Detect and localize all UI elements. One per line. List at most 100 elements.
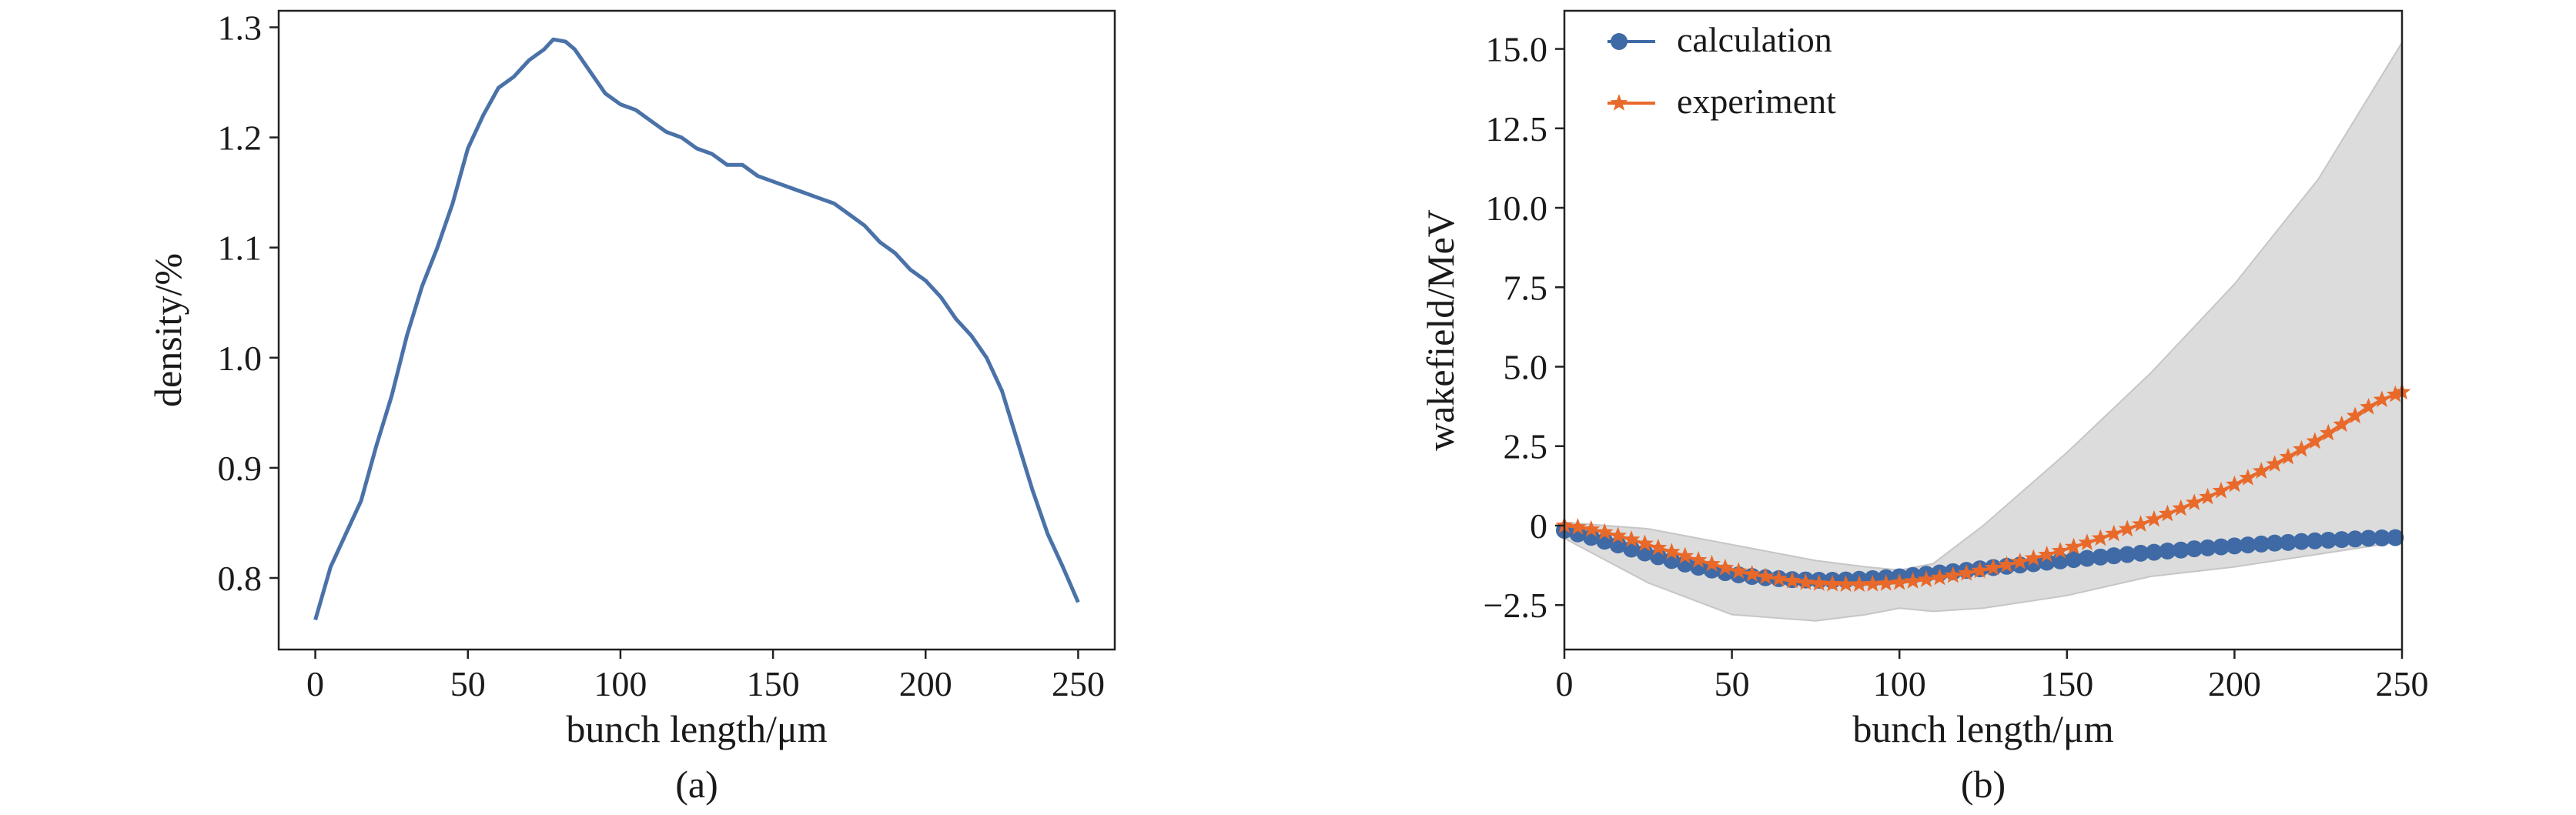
chart-panel-b: 0 50 100 150 200 250−2.502.55.07.510.012.515.… xyxy=(1419,9,2429,806)
density-series-line xyxy=(313,37,1080,621)
calculation-point xyxy=(2347,530,2364,548)
experiment-point xyxy=(1783,571,1802,589)
calculation-point xyxy=(2132,544,2149,562)
calculation-point xyxy=(1569,525,1587,543)
experiment-point xyxy=(1971,561,1989,579)
experiment-point xyxy=(1595,523,1614,540)
panel-b-plot-area xyxy=(1555,39,2411,622)
panel-b-y-tick-label: −2.5 xyxy=(1484,586,1547,625)
experiment-point xyxy=(1703,554,1721,572)
calculation-point xyxy=(2239,536,2257,554)
experiment-point xyxy=(2024,549,2042,566)
experiment-point xyxy=(1622,530,1641,547)
calculation-point xyxy=(2226,537,2243,555)
calculation-point xyxy=(2360,529,2377,547)
experiment-point xyxy=(2266,455,2283,472)
calculation-point xyxy=(2186,540,2203,558)
experiment-point xyxy=(2386,385,2404,402)
calculation-point xyxy=(2119,546,2136,563)
panel-a-y-tick-label: 1.0 xyxy=(218,339,263,378)
experiment-point xyxy=(1944,566,1962,583)
legend-experiment-label: experiment xyxy=(1677,82,1836,121)
experiment-point xyxy=(2132,515,2149,532)
experiment-point xyxy=(2185,493,2203,510)
panel-b-caption: (b) xyxy=(1961,763,2006,806)
panel-b-legend: calculation experiment xyxy=(1607,20,1836,121)
experiment-point xyxy=(1609,526,1627,543)
experiment-point xyxy=(1582,519,1601,537)
experiment-point xyxy=(1770,569,1788,586)
experiment-point xyxy=(1649,538,1668,556)
uncertainty-band xyxy=(1564,39,2403,622)
panel-b-y-axis-label: wakefield/MeV xyxy=(1419,209,1462,451)
panel-b-y-tick-label: 7.5 xyxy=(1504,268,1548,307)
panel-b-y-tick-label: 2.5 xyxy=(1504,427,1548,466)
calculation-point xyxy=(2320,531,2337,549)
experiment-point xyxy=(2333,415,2351,433)
panel-b-y-tick-label: 12.5 xyxy=(1486,109,1548,149)
experiment-point xyxy=(2145,509,2163,527)
experiment-point xyxy=(1636,534,1654,552)
experiment-point xyxy=(1796,573,1815,590)
experiment-point xyxy=(1998,556,2016,573)
experiment-point xyxy=(1877,574,1895,591)
experiment-point xyxy=(1984,558,2002,576)
experiment-point xyxy=(2346,406,2364,424)
experiment-point xyxy=(1756,567,1775,585)
panel-b-x-tick-label: 200 xyxy=(2208,664,2261,703)
chart-panel-a: 0 50 100 150 200 250 0.8 0.9 1.0 1.1 1.2 1.3 bunch … xyxy=(146,8,1116,806)
calculation-point xyxy=(2092,548,2109,566)
panel-a-caption: (a) xyxy=(675,763,718,806)
calculation-point xyxy=(2306,532,2323,549)
experiment-point xyxy=(2293,439,2310,457)
experiment-point xyxy=(1743,565,1761,582)
experiment-point xyxy=(1823,574,1842,592)
panel-b-y-tick-label: 10.0 xyxy=(1486,189,1548,228)
panel-b-x-tick-label: 100 xyxy=(1873,664,1926,703)
legend-calculation-marker xyxy=(1611,33,1628,50)
experiment-point xyxy=(1864,574,1882,592)
panel-a-x-tick-label: 200 xyxy=(899,664,952,703)
experiment-point xyxy=(1917,570,1935,587)
panel-b-x-tick-label: 150 xyxy=(2040,664,2093,703)
panel-a-y-tick-label: 0.9 xyxy=(218,449,263,488)
experiment-point xyxy=(2038,545,2056,563)
experiment-point xyxy=(1716,558,1735,576)
panel-b-y-tick-label: 5.0 xyxy=(1504,347,1548,386)
experiment-point xyxy=(1837,575,1855,593)
experiment-point xyxy=(2105,524,2123,542)
experiment-point xyxy=(1729,562,1748,580)
calculation-point xyxy=(2078,549,2096,567)
experiment-point xyxy=(2158,504,2176,522)
panel-b-y-tick-label: 15.0 xyxy=(1486,30,1548,69)
experiment-point xyxy=(2212,481,2230,499)
panel-a-y-tick-label: 1.2 xyxy=(218,119,263,158)
calculation-point xyxy=(2212,538,2230,556)
panel-a-y-tick-label: 1.3 xyxy=(218,8,263,47)
calculation-point xyxy=(2172,541,2190,559)
panel-b-frame xyxy=(1563,9,2404,651)
experiment-point xyxy=(1810,574,1828,591)
experiment-point xyxy=(2373,390,2391,408)
legend-calculation-label: calculation xyxy=(1677,20,1832,59)
experiment-point xyxy=(2051,542,2069,559)
panel-a-x-tick-label: 250 xyxy=(1052,664,1105,703)
experiment-point xyxy=(1904,572,1922,589)
panel-b-x-tick-label: 50 xyxy=(1715,664,1750,703)
experiment-point xyxy=(2252,462,2270,479)
panel-b-axes: 0 50 100 150 200 250−2.502.55.07.510.012.515.… xyxy=(1484,30,2429,703)
experiment-point xyxy=(1676,546,1694,564)
panel-a-y-tick-label: 1.1 xyxy=(218,229,263,268)
panel-b-x-tick-label: 250 xyxy=(2376,664,2429,703)
calculation-point xyxy=(2105,547,2123,565)
calculation-point xyxy=(2293,533,2310,550)
experiment-point xyxy=(1662,543,1681,559)
experiment-point xyxy=(1890,573,1909,590)
panel-a-y-axis-label: density/% xyxy=(146,253,189,407)
legend-experiment-marker xyxy=(1610,94,1628,111)
calculation-point xyxy=(2038,553,2056,571)
experiment-point xyxy=(2078,533,2096,550)
calculation-point xyxy=(2065,551,2083,569)
panel-a-x-tick-label: 0 xyxy=(306,664,324,703)
calculation-point xyxy=(2373,529,2390,547)
